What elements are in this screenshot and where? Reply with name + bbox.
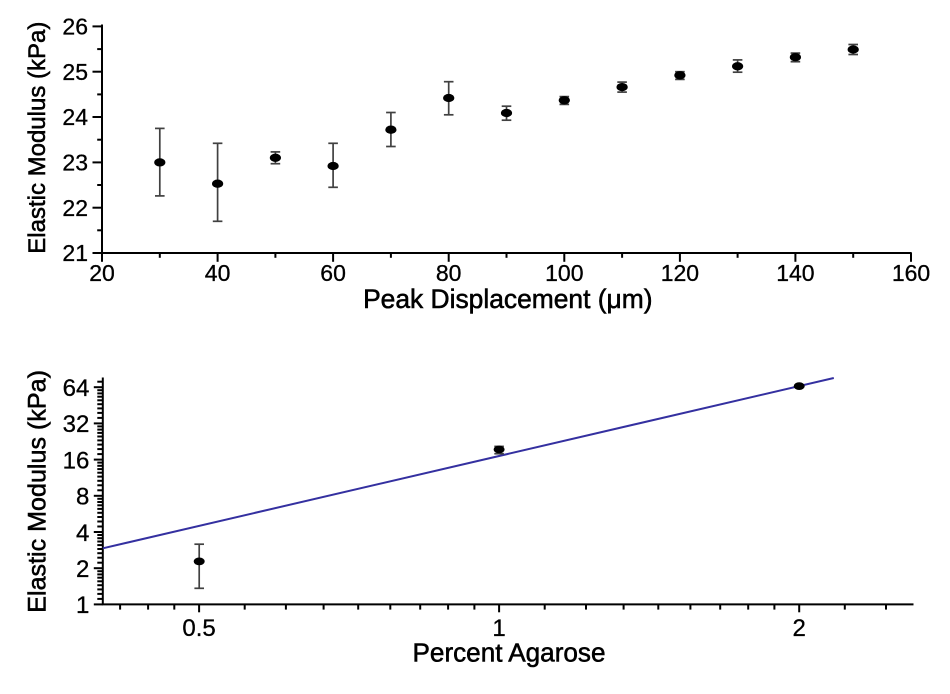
svg-text:32: 32 <box>63 411 90 438</box>
svg-text:1: 1 <box>76 592 89 619</box>
svg-text:2: 2 <box>76 556 89 583</box>
svg-text:100: 100 <box>545 260 583 286</box>
svg-text:Peak Displacement (μm): Peak Displacement (μm) <box>363 284 652 314</box>
svg-text:20: 20 <box>89 260 115 286</box>
svg-text:4: 4 <box>76 520 89 547</box>
svg-text:22: 22 <box>62 195 88 221</box>
svg-text:26: 26 <box>62 14 88 40</box>
svg-text:Elastic Modulus (kPa): Elastic Modulus (kPa) <box>24 22 51 254</box>
svg-text:0.5: 0.5 <box>182 615 215 642</box>
svg-text:23: 23 <box>62 150 88 176</box>
svg-text:25: 25 <box>62 59 88 85</box>
svg-text:80: 80 <box>436 260 462 286</box>
svg-text:21: 21 <box>62 240 88 266</box>
svg-text:60: 60 <box>320 260 346 286</box>
svg-text:24: 24 <box>62 104 88 130</box>
svg-text:Elastic Modulus (kPa): Elastic Modulus (kPa) <box>24 370 52 613</box>
svg-text:1: 1 <box>492 615 505 642</box>
svg-text:160: 160 <box>892 260 930 286</box>
svg-text:64: 64 <box>63 375 90 402</box>
svg-text:120: 120 <box>661 260 699 286</box>
svg-text:140: 140 <box>776 260 814 286</box>
svg-text:40: 40 <box>205 260 231 286</box>
svg-text:16: 16 <box>63 447 90 474</box>
svg-text:8: 8 <box>76 484 89 511</box>
svg-text:Percent Agarose: Percent Agarose <box>413 638 606 668</box>
svg-text:2: 2 <box>793 615 806 642</box>
